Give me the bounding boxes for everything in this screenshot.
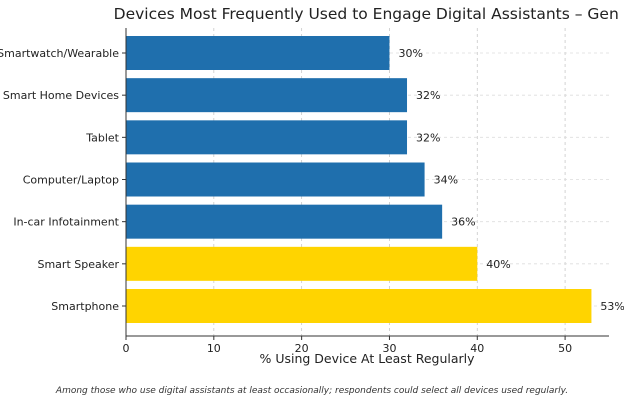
x-tick-label: 0 xyxy=(123,342,130,355)
bar xyxy=(126,162,425,197)
bars xyxy=(126,36,592,323)
bar xyxy=(126,120,408,155)
bar xyxy=(126,246,478,281)
x-axis-label: % Using Device At Least Regularly xyxy=(259,351,475,366)
category-label: Smartphone xyxy=(51,300,119,313)
x-tick-label: 10 xyxy=(207,342,221,355)
category-label: Smartwatch/Wearable xyxy=(0,47,119,60)
bar-value-label: 34% xyxy=(434,174,458,187)
bar-value-label: 30% xyxy=(398,47,422,60)
bar xyxy=(126,36,390,70)
bar xyxy=(126,78,408,113)
category-label: Computer/Laptop xyxy=(23,174,119,187)
category-label: Smart Speaker xyxy=(37,258,119,271)
bar-value-label: 32% xyxy=(416,89,440,102)
labels: 0 10 20 30 40 50 30% Smartwatch/Wearable 32% Smar… xyxy=(0,47,624,355)
x-tick-label: 20 xyxy=(295,342,309,355)
bar xyxy=(126,289,592,323)
x-tick-label: 40 xyxy=(470,342,484,355)
category-label: In-car Infotainment xyxy=(13,216,119,229)
x-tick-label: 50 xyxy=(558,342,572,355)
bar-value-label: 32% xyxy=(416,131,440,144)
bar-value-label: 40% xyxy=(486,258,510,271)
footnote: Among those who use digital assistants a… xyxy=(55,386,568,396)
chart-title: Devices Most Frequently Used to Engage D… xyxy=(114,5,624,23)
axes xyxy=(122,28,609,340)
bar xyxy=(126,204,443,239)
x-tick-label: 30 xyxy=(382,342,396,355)
category-label: Tablet xyxy=(85,131,119,144)
category-label: Smart Home Devices xyxy=(3,89,119,102)
bar-value-label: 36% xyxy=(451,216,475,229)
bar-value-label: 53% xyxy=(600,300,624,313)
